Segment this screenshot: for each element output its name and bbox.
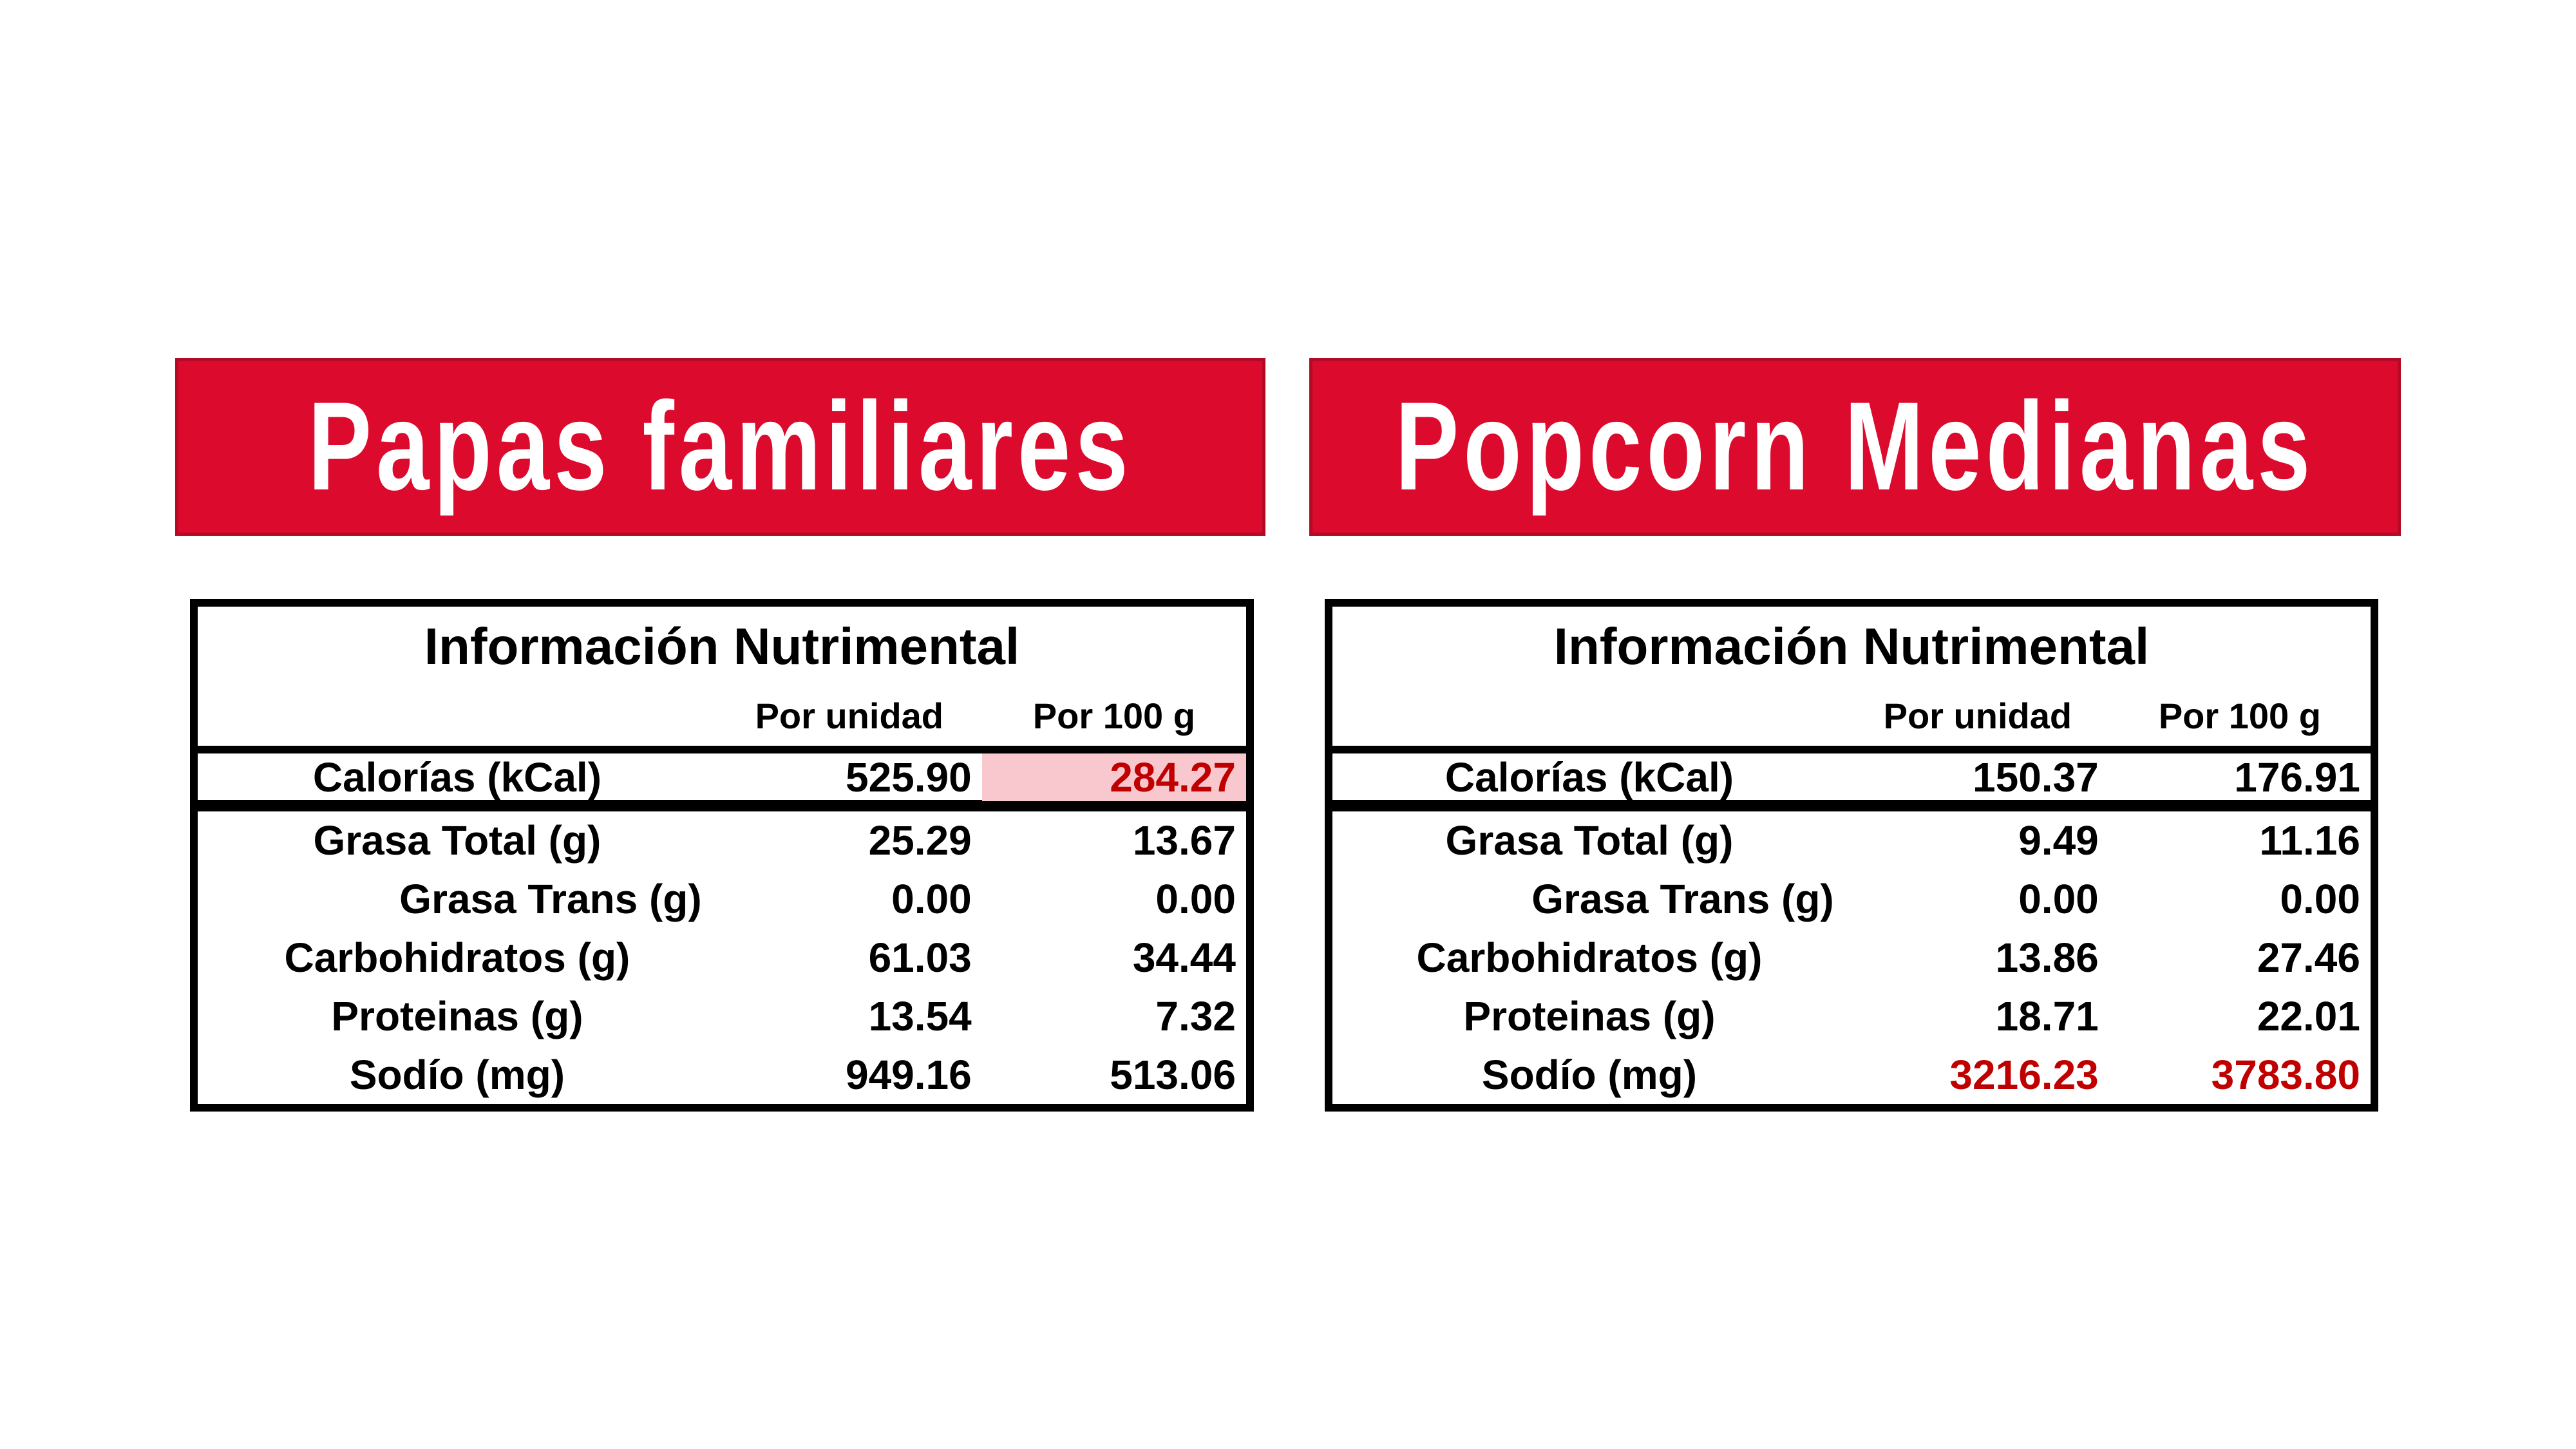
column-header-per-unit: Por unidad <box>755 696 944 736</box>
column-header-per-100g: Por 100 g <box>2158 696 2321 736</box>
nutrition-table-popcorn: Información Nutrimental Por unidad Por 1… <box>1325 599 2378 1112</box>
grasa-trans-per-unit-value: 0.00 <box>2018 876 2099 923</box>
sodio-per-100g-value-alert: 3783.80 <box>2211 1051 2360 1098</box>
table-row-proteinas: Proteinas (g) 18.71 22.01 <box>1332 987 2371 1045</box>
nutrition-table-papas: Información Nutrimental Por unidad Por 1… <box>190 599 1254 1112</box>
row-label-carbohidratos: Carbohidratos (g) <box>1416 934 1763 981</box>
banner-papas-familiares: Papas familiares <box>175 358 1265 536</box>
table-row-calorias: Calorías (kCal) 525.90 284.27 <box>198 746 1246 811</box>
row-label-grasa-trans: Grasa Trans (g) <box>399 876 702 923</box>
table-row-grasa-trans: Grasa Trans (g) 0.00 0.00 <box>198 870 1246 929</box>
column-headers-popcorn: Por unidad Por 100 g <box>1332 686 2371 746</box>
carbohidratos-per-unit-value: 61.03 <box>868 934 972 981</box>
sodio-per-unit-value: 949.16 <box>845 1051 972 1098</box>
row-label-grasa-trans: Grasa Trans (g) <box>1531 876 1834 923</box>
proteinas-per-unit-value: 18.71 <box>1995 992 2099 1039</box>
banner-papas-familiares-title: Papas familiares <box>308 376 1133 517</box>
calorias-per-unit-value: 150.37 <box>1973 754 2099 800</box>
table-row-sodio: Sodío (mg) 3216.23 3783.80 <box>1332 1045 2371 1104</box>
calorias-per-100g-value: 176.91 <box>2234 754 2360 800</box>
column-header-spacer <box>198 686 717 746</box>
row-label-grasa-total: Grasa Total (g) <box>1445 817 1734 864</box>
grasa-total-per-unit-value: 25.29 <box>868 817 972 864</box>
proteinas-per-unit-value: 13.54 <box>868 992 972 1039</box>
column-headers-papas: Por unidad Por 100 g <box>198 686 1246 746</box>
row-label-grasa-total: Grasa Total (g) <box>313 817 601 864</box>
table-row-grasa-trans: Grasa Trans (g) 0.00 0.00 <box>1332 870 2371 929</box>
column-header-spacer <box>1332 686 1846 746</box>
row-label-proteinas: Proteinas (g) <box>331 992 583 1039</box>
carbohidratos-per-100g-value: 27.46 <box>2257 934 2360 981</box>
row-label-calorias: Calorías (kCal) <box>1444 754 1734 800</box>
grasa-total-per-100g-value: 13.67 <box>1132 817 1236 864</box>
grasa-trans-per-100g-value: 0.00 <box>1155 876 1236 923</box>
row-label-proteinas: Proteinas (g) <box>1463 992 1716 1039</box>
banner-popcorn-medianas: Popcorn Medianas <box>1309 358 2401 536</box>
banner-popcorn-medianas-title: Popcorn Medianas <box>1395 376 2315 517</box>
table-body-popcorn: Grasa Total (g) 9.49 11.16 Grasa Trans (… <box>1332 811 2371 1104</box>
grasa-trans-per-100g-value: 0.00 <box>2280 876 2360 923</box>
carbohidratos-per-100g-value: 34.44 <box>1132 934 1236 981</box>
row-label-carbohidratos: Carbohidratos (g) <box>284 934 630 981</box>
table-row-calorias: Calorías (kCal) 150.37 176.91 <box>1332 746 2371 811</box>
table-row-carbohidratos: Carbohidratos (g) 61.03 34.44 <box>198 929 1246 987</box>
grasa-total-per-unit-value: 9.49 <box>2018 817 2099 864</box>
table-title-papas: Información Nutrimental <box>424 617 1020 675</box>
grasa-trans-per-unit-value: 0.00 <box>891 876 972 923</box>
column-header-per-unit: Por unidad <box>1883 696 2072 736</box>
table-title-popcorn: Información Nutrimental <box>1553 617 2150 675</box>
table-body-papas: Grasa Total (g) 25.29 13.67 Grasa Trans … <box>198 811 1246 1104</box>
row-label-sodio: Sodío (mg) <box>1481 1051 1698 1098</box>
sodio-per-100g-value: 513.06 <box>1110 1051 1236 1098</box>
sodio-per-unit-value-alert: 3216.23 <box>1949 1051 2099 1098</box>
row-label-sodio: Sodío (mg) <box>349 1051 565 1098</box>
proteinas-per-100g-value: 22.01 <box>2257 992 2360 1039</box>
calorias-per-100g-value-highlighted: 284.27 <box>981 753 1246 801</box>
column-header-per-100g: Por 100 g <box>1032 696 1195 736</box>
table-row-grasa-total: Grasa Total (g) 9.49 11.16 <box>1332 811 2371 870</box>
calorias-per-unit-value: 525.90 <box>845 754 972 800</box>
table-row-sodio: Sodío (mg) 949.16 513.06 <box>198 1045 1246 1104</box>
row-label-calorias: Calorías (kCal) <box>312 754 601 800</box>
carbohidratos-per-unit-value: 13.86 <box>1995 934 2099 981</box>
table-row-carbohidratos: Carbohidratos (g) 13.86 27.46 <box>1332 929 2371 987</box>
table-row-proteinas: Proteinas (g) 13.54 7.32 <box>198 987 1246 1045</box>
table-row-grasa-total: Grasa Total (g) 25.29 13.67 <box>198 811 1246 870</box>
grasa-total-per-100g-value: 11.16 <box>2259 817 2360 864</box>
proteinas-per-100g-value: 7.32 <box>1155 992 1236 1039</box>
